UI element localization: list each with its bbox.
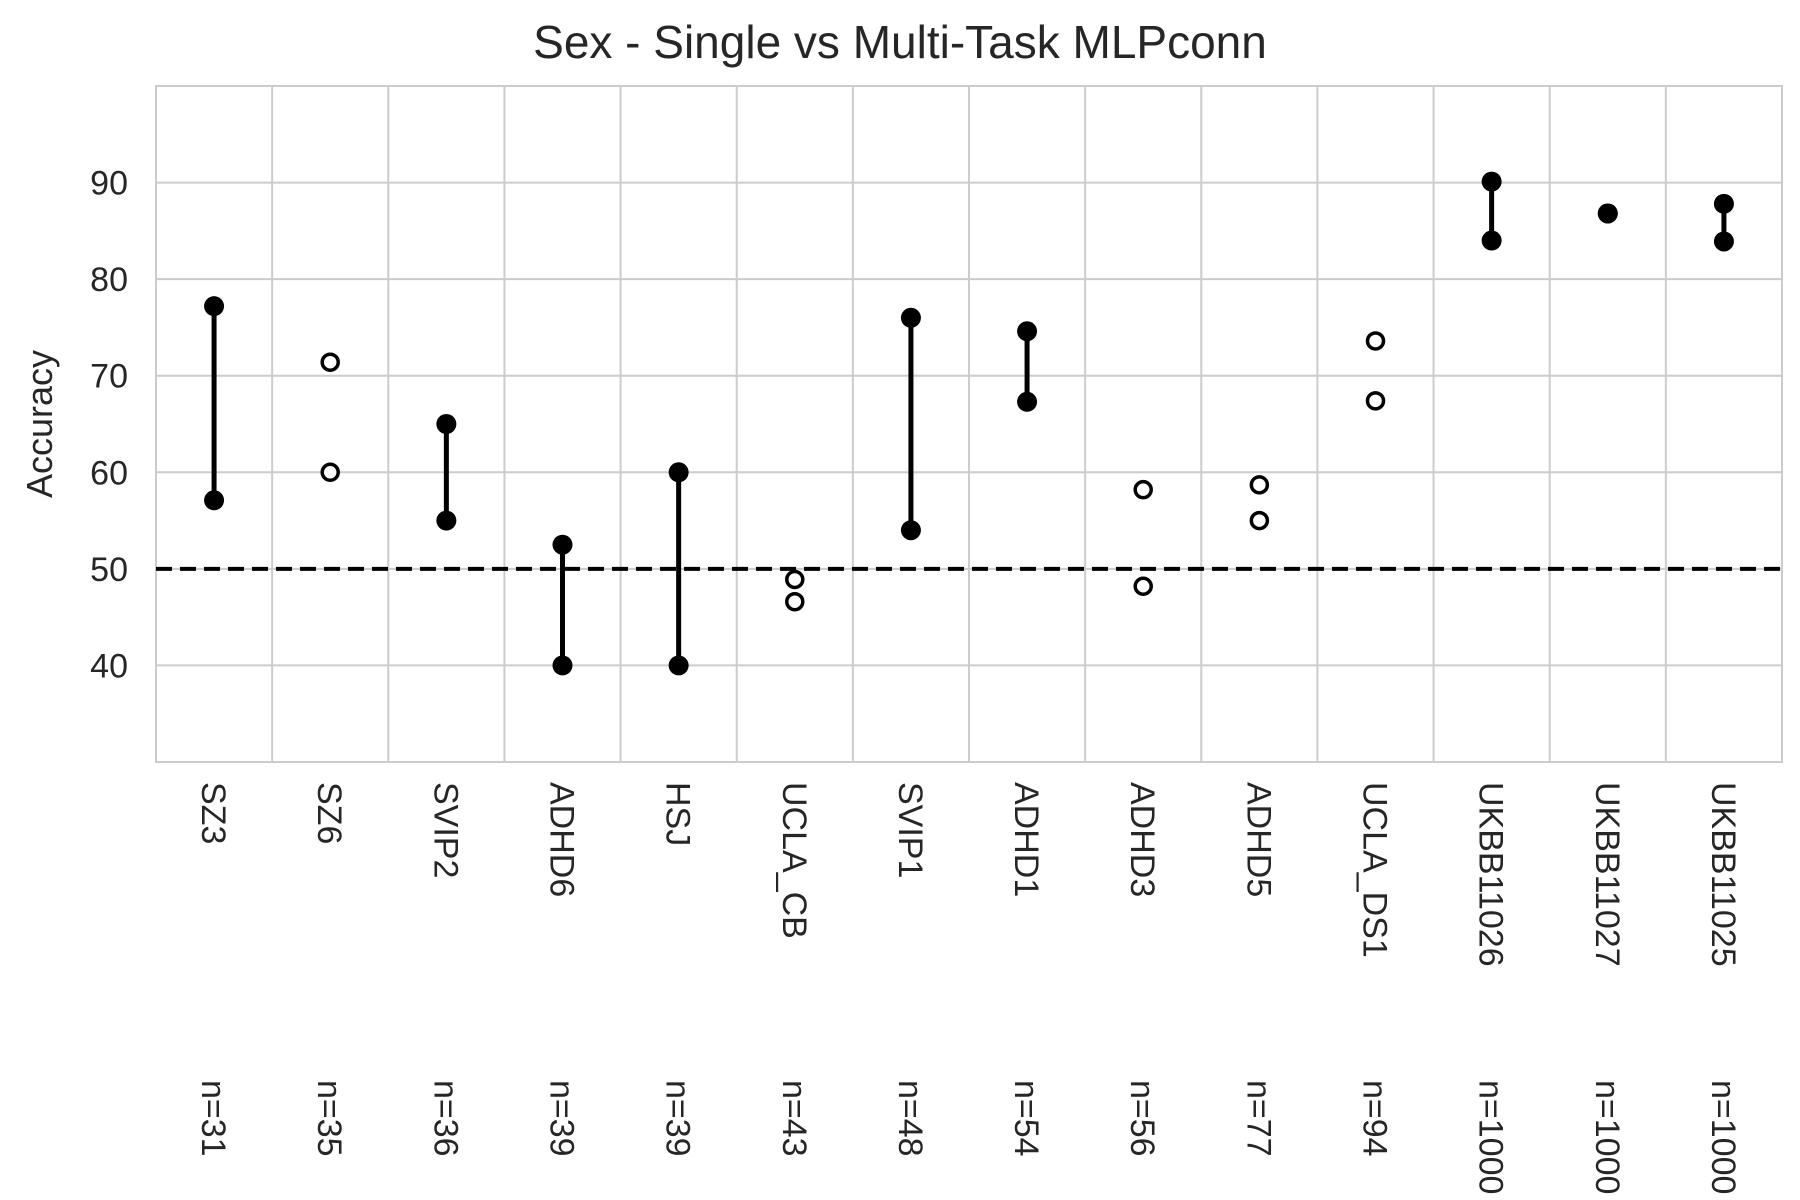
x-tick-label: UKBB11026 [1472, 782, 1510, 967]
y-tick-label: 50 [90, 551, 128, 589]
sample-size-label: n=36 [426, 1080, 464, 1157]
sample-size-label: n=56 [1123, 1080, 1161, 1157]
filled-point [552, 534, 573, 555]
open-point [1249, 475, 1270, 495]
filled-point [1713, 231, 1734, 252]
filled-point [1481, 171, 1502, 192]
x-tick-label: SZ6 [310, 782, 348, 844]
filled-point [1597, 203, 1618, 224]
x-tick-label: UKBB11027 [1588, 782, 1626, 967]
x-axis-ticks: SZ3 n=31 SZ6 n=35 SVIP2 n=36 ADHD6 n=39 HSJ n=39 U… [194, 782, 1742, 1194]
x-tick-label: ADHD3 [1123, 782, 1161, 897]
y-tick-label: 90 [90, 165, 128, 203]
filled-point [1713, 193, 1734, 214]
filled-point [1481, 230, 1502, 251]
filled-point [204, 490, 225, 511]
sample-size-label: n=77 [1239, 1080, 1277, 1157]
sample-size-label: n=1000 [1588, 1080, 1626, 1194]
x-tick-label: UCLA_CB [775, 782, 813, 939]
sample-size-label: n=1000 [1472, 1080, 1510, 1194]
open-point [1133, 576, 1153, 596]
x-tick-label: HSJ [659, 782, 697, 846]
open-point [1365, 331, 1386, 351]
filled-point [552, 655, 573, 676]
sample-size-label: n=39 [543, 1080, 581, 1157]
data-marks [204, 171, 1734, 676]
x-tick-label: SVIP2 [426, 782, 464, 878]
sample-size-label: n=48 [891, 1080, 929, 1157]
filled-point [1017, 321, 1038, 342]
filled-point [900, 307, 921, 328]
x-tick-label: SZ3 [194, 782, 232, 844]
sample-size-label: n=54 [1007, 1080, 1045, 1157]
x-tick-label: ADHD6 [543, 782, 581, 897]
open-point [1249, 510, 1270, 531]
plot-frame [155, 85, 1783, 763]
chart-title: Sex - Single vs Multi-Task MLPconn [533, 16, 1267, 68]
filled-point [900, 520, 921, 541]
y-tick-label: 70 [90, 358, 128, 396]
filled-point [668, 655, 689, 676]
open-point [785, 591, 805, 612]
y-axis-label: Accuracy [19, 350, 60, 498]
filled-point [436, 510, 457, 531]
x-tick-label: UCLA_DS1 [1356, 782, 1394, 958]
sample-size-label: n=35 [310, 1080, 348, 1157]
sample-size-label: n=39 [659, 1080, 697, 1157]
filled-point [204, 296, 225, 317]
y-tick-label: 60 [90, 454, 128, 492]
sample-size-label: n=1000 [1704, 1080, 1742, 1194]
x-tick-label: UKBB11025 [1704, 782, 1742, 967]
x-tick-label: SVIP1 [891, 782, 929, 878]
open-point [320, 352, 340, 372]
grid [156, 86, 1782, 762]
open-point [785, 569, 805, 590]
sample-size-label: n=94 [1356, 1080, 1394, 1157]
y-tick-label: 40 [90, 647, 128, 685]
x-tick-label: ADHD1 [1007, 782, 1045, 897]
open-point [1133, 479, 1153, 500]
sample-size-label: n=31 [194, 1080, 232, 1157]
x-tick-label: ADHD5 [1239, 782, 1277, 897]
filled-point [668, 462, 689, 483]
y-axis-ticks: 40 50 60 70 80 90 [90, 165, 128, 686]
filled-point [1017, 391, 1038, 412]
filled-point [436, 414, 457, 434]
open-point [1365, 391, 1386, 411]
open-point [320, 462, 340, 483]
y-tick-label: 80 [90, 261, 128, 299]
sample-size-label: n=43 [775, 1080, 813, 1157]
